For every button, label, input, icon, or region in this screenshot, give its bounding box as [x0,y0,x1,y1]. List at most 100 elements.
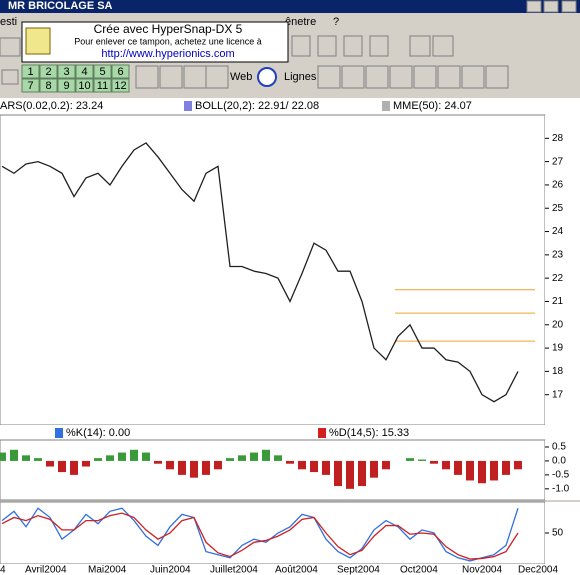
period-label: 2 [45,66,51,78]
kd-axis [545,502,580,564]
period-label: 8 [45,80,51,92]
web-icon[interactable] [257,67,277,87]
tool[interactable] [437,65,461,89]
bar [94,458,102,461]
legend-swatch [184,101,192,111]
period-button[interactable] [93,78,112,93]
main-axis [545,115,580,425]
bar [490,460,498,481]
bar [34,458,42,461]
y-tick-label: -0.5 [552,470,570,481]
bar [406,458,414,461]
tool[interactable] [205,65,229,89]
tool[interactable] [461,65,485,89]
legend-swatch [55,428,63,438]
bar [418,459,426,461]
tool[interactable] [341,65,365,89]
period-label: 1 [27,66,33,78]
period-button[interactable] [111,64,130,79]
tool[interactable] [413,65,437,89]
x-tick-label: Sept2004 [337,565,380,575]
x-tick-label: Juin2004 [150,565,191,575]
y-tick-label: 24 [552,226,564,237]
bar [58,460,66,473]
x-tick-label: Juillet2004 [210,565,258,575]
tool[interactable] [432,35,454,57]
tool[interactable] [365,65,389,89]
tool[interactable] [1,69,19,85]
period-label: 4 [81,66,87,78]
series-line [1,512,519,560]
bar [466,460,474,481]
stamp-link[interactable]: http://www.hyperionics.com [101,48,234,60]
bar [202,460,210,475]
bar [430,460,438,464]
tool[interactable] [369,35,389,57]
bar [442,460,450,470]
period-button[interactable] [93,64,112,79]
bar [478,460,486,484]
bar [106,455,114,461]
bar [238,455,246,461]
bar [298,460,306,470]
period-button[interactable] [57,64,76,79]
bar [178,460,186,475]
tool[interactable] [317,65,341,89]
x-tick-label: Mai2004 [88,565,127,575]
tool[interactable] [343,35,363,57]
tool[interactable] [0,37,21,57]
legend-label: BOLL(20,2): 22.91/ 22.08 [195,100,319,112]
period-button[interactable] [39,78,58,93]
period-label: 9 [63,80,69,92]
period-button[interactable] [21,78,40,93]
bar [214,460,222,470]
y-tick-label: 21 [552,296,564,307]
toolbar-icons [0,35,509,89]
period-button[interactable] [57,78,76,93]
period-button[interactable] [111,78,130,93]
tool[interactable] [485,65,509,89]
y-tick-label: 28 [552,133,564,144]
period-button[interactable] [75,78,94,93]
y-tick-label: 0.5 [552,442,566,453]
menu-item[interactable]: ênetre [285,16,316,28]
tool[interactable] [389,65,413,89]
tool[interactable] [317,35,337,57]
period-label: 10 [78,80,90,92]
x-tick-label: Avril2004 [25,565,67,575]
minimize[interactable] [526,0,542,13]
bar [0,452,6,461]
legend-label: MME(50): 24.07 [393,100,472,112]
tool[interactable] [291,35,311,57]
series-line [1,142,519,403]
period-button[interactable] [39,64,58,79]
tool[interactable] [159,65,183,89]
period-label: 11 [97,80,108,92]
x-tick-label: Dec2004 [518,565,558,575]
bar [358,460,366,487]
y-tick-label: -1.0 [552,483,570,494]
period-label: 7 [27,80,33,92]
close[interactable] [561,0,577,13]
osc-axis [545,440,580,500]
period-button[interactable] [21,64,40,79]
tool[interactable] [135,65,159,89]
tool[interactable] [409,35,431,57]
maximize[interactable] [543,0,559,13]
bar [454,460,462,475]
bar [370,460,378,478]
period-button[interactable] [75,64,94,79]
tool[interactable] [183,65,207,89]
bar [190,460,198,478]
legend-strip [0,425,580,440]
legend-strip [0,98,580,115]
y-tick-label: 23 [552,249,564,260]
x-tick-label: Août2004 [275,565,318,575]
y-tick-label: 18 [552,366,564,377]
menu-item[interactable]: ? [333,16,339,28]
menu-item[interactable]: esti [0,16,17,28]
y-tick-label: 50 [552,528,564,539]
bar [382,460,390,470]
bar [322,460,330,475]
